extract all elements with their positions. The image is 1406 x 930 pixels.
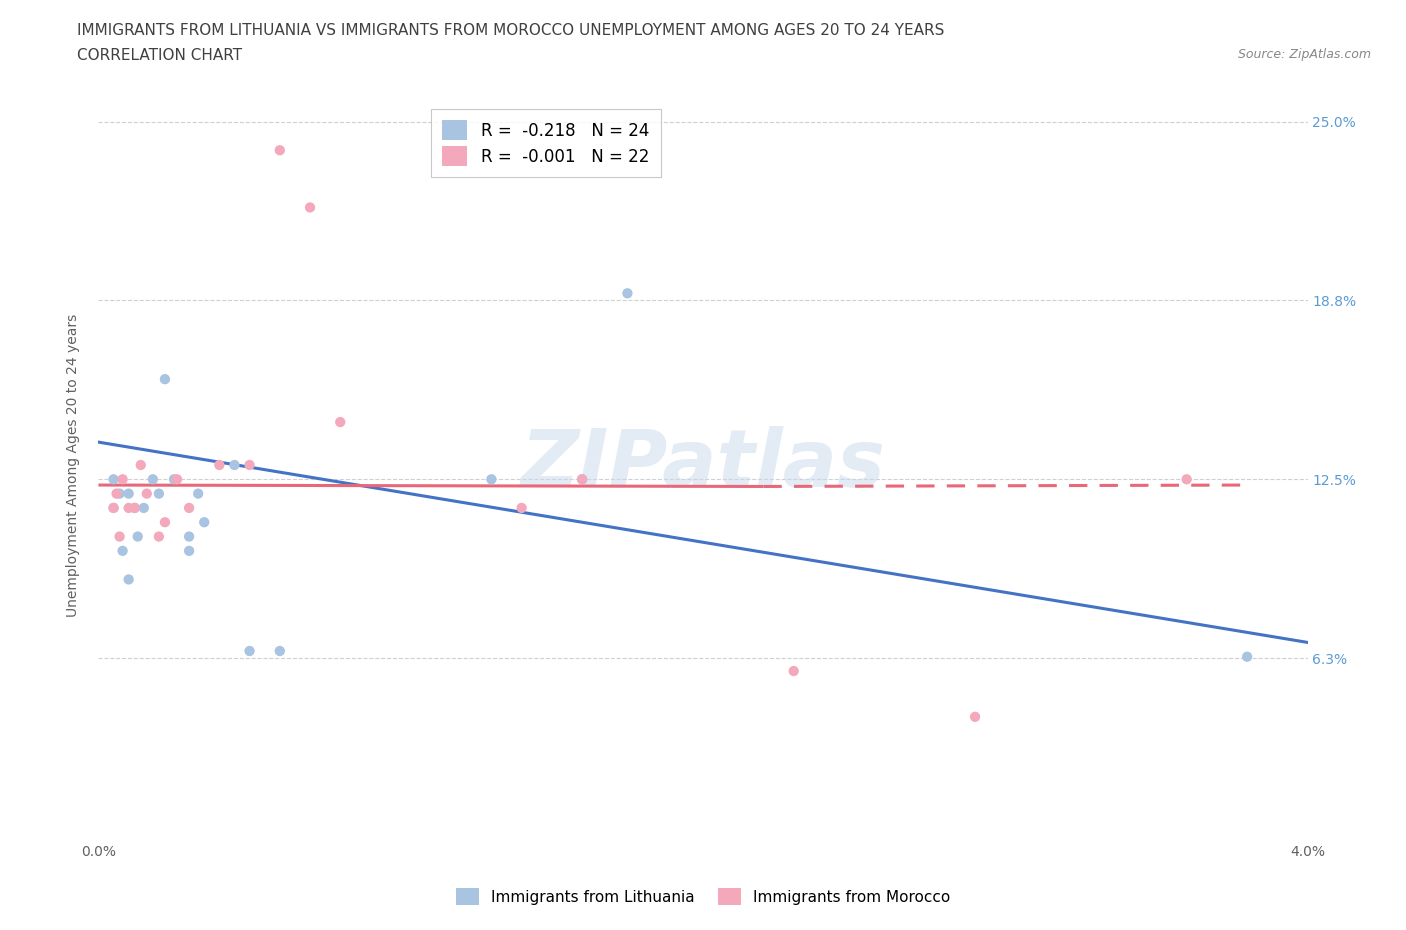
Point (148, 529, 170, 544)
Point (135, 486, 157, 501)
Point (965, 710, 987, 724)
Point (571, 472, 593, 486)
Legend: R =  -0.218   N = 24, R =  -0.001   N = 22: R = -0.218 N = 24, R = -0.001 N = 22 (430, 109, 661, 178)
Point (179, 500, 201, 515)
Point (224, 458, 246, 472)
Point (118, 500, 141, 515)
Text: ZIPatlas: ZIPatlas (520, 426, 886, 504)
Point (153, 515, 176, 530)
Point (193, 515, 215, 530)
Point (239, 644, 262, 658)
Point (208, 458, 231, 472)
Text: Source: ZipAtlas.com: Source: ZipAtlas.com (1237, 48, 1371, 61)
Point (103, 500, 125, 515)
Point (129, 458, 152, 472)
Legend: Immigrants from Lithuania, Immigrants from Morocco: Immigrants from Lithuania, Immigrants fr… (449, 880, 957, 913)
Point (616, 286, 638, 300)
Text: CORRELATION CHART: CORRELATION CHART (77, 48, 242, 63)
Point (153, 372, 176, 387)
Point (163, 472, 186, 486)
Point (269, 143, 291, 158)
Point (179, 529, 201, 544)
Point (132, 500, 155, 515)
Point (108, 529, 131, 544)
Point (1175, 472, 1198, 486)
Point (481, 472, 503, 486)
Point (187, 486, 209, 501)
Point (1236, 649, 1258, 664)
Point (111, 472, 134, 486)
Point (239, 458, 262, 472)
Point (783, 664, 806, 679)
Point (142, 472, 165, 486)
Y-axis label: Unemployment Among Ages 20 to 24 years: Unemployment Among Ages 20 to 24 years (66, 313, 80, 617)
Point (111, 543, 134, 558)
Point (118, 486, 141, 501)
Point (127, 529, 149, 544)
Point (329, 415, 352, 430)
Point (166, 472, 188, 486)
Point (108, 486, 131, 501)
Text: IMMIGRANTS FROM LITHUANIA VS IMMIGRANTS FROM MOROCCO UNEMPLOYMENT AMONG AGES 20 : IMMIGRANTS FROM LITHUANIA VS IMMIGRANTS … (77, 23, 945, 38)
Point (179, 543, 201, 558)
Point (269, 644, 291, 658)
Point (124, 500, 146, 515)
Point (103, 500, 125, 515)
Point (510, 500, 533, 515)
Point (299, 200, 322, 215)
Point (103, 472, 125, 486)
Point (105, 486, 128, 501)
Point (571, 472, 593, 486)
Point (118, 572, 141, 587)
Point (124, 500, 146, 515)
Point (148, 486, 170, 501)
